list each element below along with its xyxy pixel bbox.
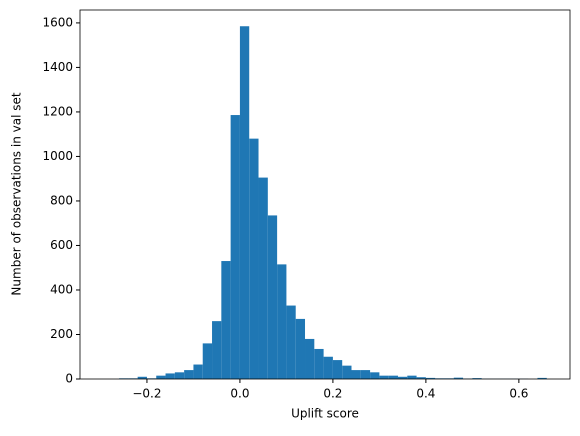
- bar: [389, 376, 398, 379]
- bar: [166, 373, 175, 379]
- bar: [156, 376, 165, 379]
- bar: [379, 376, 388, 379]
- y-tick-label: 1400: [42, 60, 73, 74]
- bar: [305, 339, 314, 379]
- bar: [221, 261, 230, 379]
- y-tick-label: 200: [50, 327, 73, 341]
- bar: [342, 366, 351, 379]
- x-tick-label: −0.2: [132, 387, 161, 401]
- y-tick-label: 600: [50, 238, 73, 252]
- bar: [407, 376, 416, 379]
- x-tick-label: 0.4: [416, 387, 435, 401]
- x-tick-label: 0.2: [323, 387, 342, 401]
- bar: [268, 215, 277, 379]
- bar: [212, 321, 221, 379]
- bar: [277, 264, 286, 379]
- bar: [314, 349, 323, 379]
- bar: [249, 139, 258, 379]
- bar: [203, 343, 212, 379]
- bar: [240, 26, 249, 379]
- bar: [361, 370, 370, 379]
- bar: [259, 178, 268, 379]
- bar: [184, 370, 193, 379]
- bar: [324, 357, 333, 379]
- plot-frame: [80, 10, 570, 379]
- x-axis-label: Uplift score: [291, 407, 359, 421]
- y-tick-label: 400: [50, 282, 73, 296]
- bar: [175, 372, 184, 379]
- y-axis-label: Number of observations in val set: [10, 92, 24, 295]
- y-tick-label: 1000: [42, 149, 73, 163]
- x-tick-label: 0.6: [509, 387, 528, 401]
- bar: [231, 115, 240, 379]
- bar: [296, 319, 305, 379]
- y-tick-label: 1200: [42, 104, 73, 118]
- x-tick-label: 0.0: [230, 387, 249, 401]
- y-tick-label: 0: [65, 372, 73, 386]
- bar: [193, 365, 202, 379]
- bar: [286, 306, 295, 379]
- bar: [333, 360, 342, 379]
- bar: [351, 370, 360, 379]
- y-tick-label: 1600: [42, 15, 73, 29]
- bar: [370, 372, 379, 379]
- y-tick-label: 800: [50, 193, 73, 207]
